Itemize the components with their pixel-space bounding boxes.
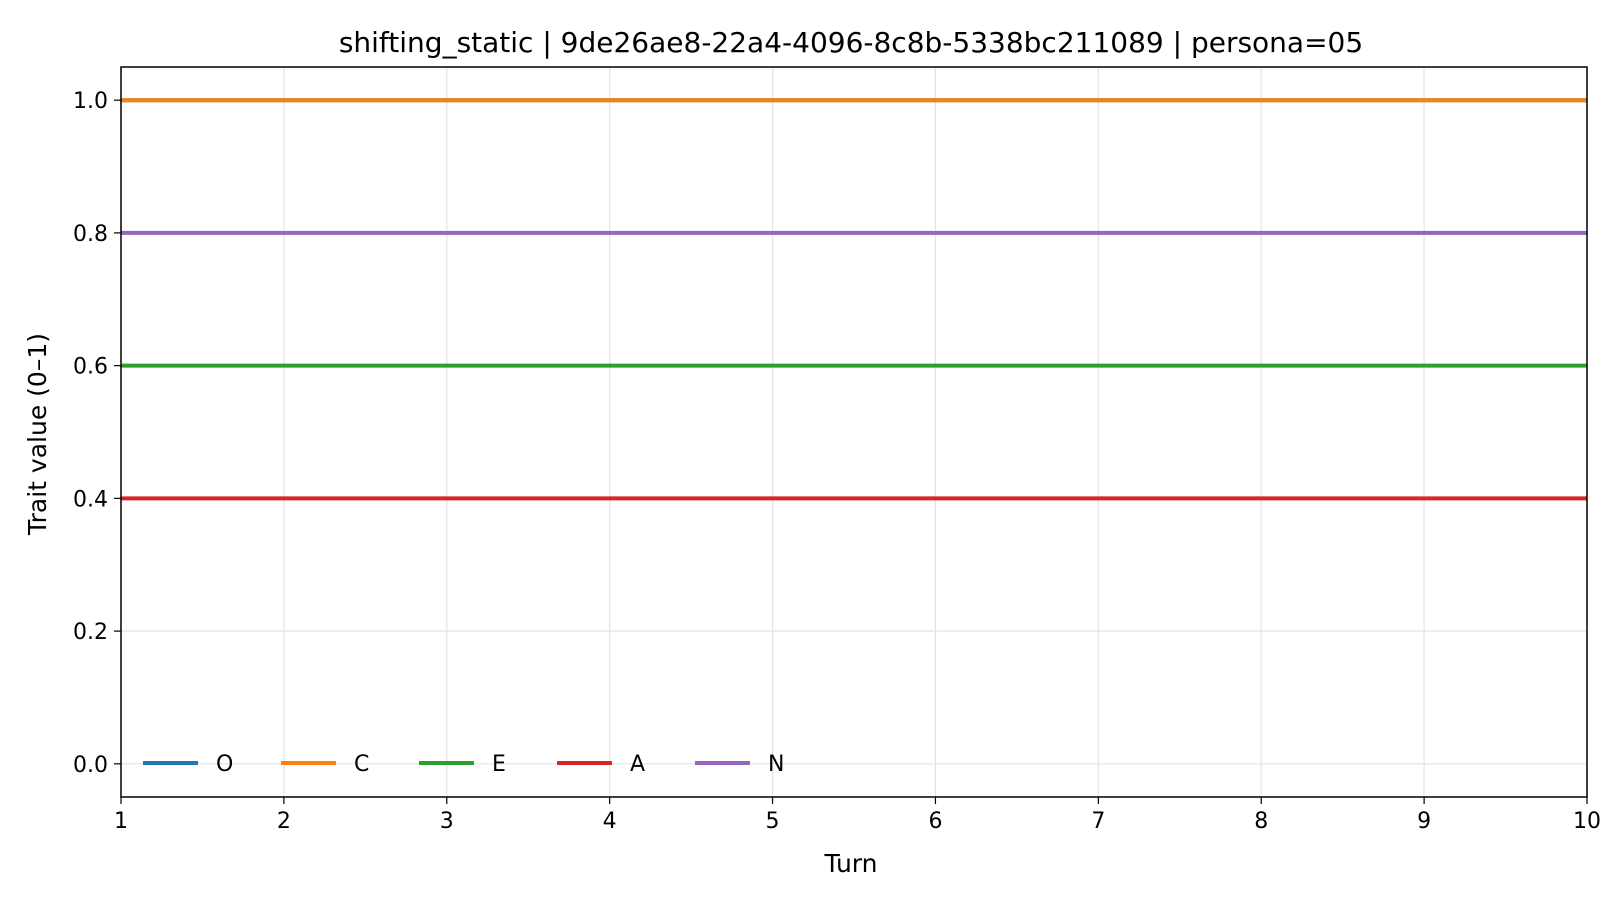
x-tick-label: 7 — [1091, 809, 1105, 834]
legend-label-c: C — [354, 752, 369, 777]
y-tick-label: 0.8 — [73, 222, 108, 247]
y-tick-label: 0.0 — [73, 753, 108, 778]
y-axis-label: Trait value (0–1) — [23, 333, 52, 536]
x-tick-label: 9 — [1417, 809, 1431, 834]
x-tick-label: 8 — [1254, 809, 1268, 834]
plot-frame — [120, 66, 1588, 798]
x-tick-label: 5 — [766, 809, 780, 834]
x-axis-label: Turn — [823, 849, 877, 878]
legend-label-n: N — [768, 752, 784, 777]
y-tick-label: 1.0 — [73, 89, 108, 114]
x-tick-label: 2 — [277, 809, 291, 834]
x-tick-label: 3 — [440, 809, 454, 834]
x-tick-label: 4 — [603, 809, 617, 834]
y-axis-ticks: 0.0 0.2 0.4 0.6 0.8 1.0 — [73, 89, 121, 778]
x-tick-label: 10 — [1573, 809, 1601, 834]
legend-label-e: E — [492, 752, 506, 777]
legend-label-a: A — [630, 752, 645, 777]
x-tick-label: 1 — [114, 809, 128, 834]
y-tick-label: 0.6 — [73, 355, 108, 380]
series-layer — [121, 98, 1587, 501]
legend-label-o: O — [216, 752, 233, 777]
y-tick-label: 0.2 — [73, 620, 108, 645]
x-tick-label: 6 — [928, 809, 942, 834]
x-axis-ticks: 1 2 3 4 5 6 7 8 9 10 — [114, 797, 1601, 834]
chart-title: shifting_static | 9de26ae8-22a4-4096-8c8… — [339, 26, 1363, 59]
y-tick-label: 0.4 — [73, 487, 108, 512]
